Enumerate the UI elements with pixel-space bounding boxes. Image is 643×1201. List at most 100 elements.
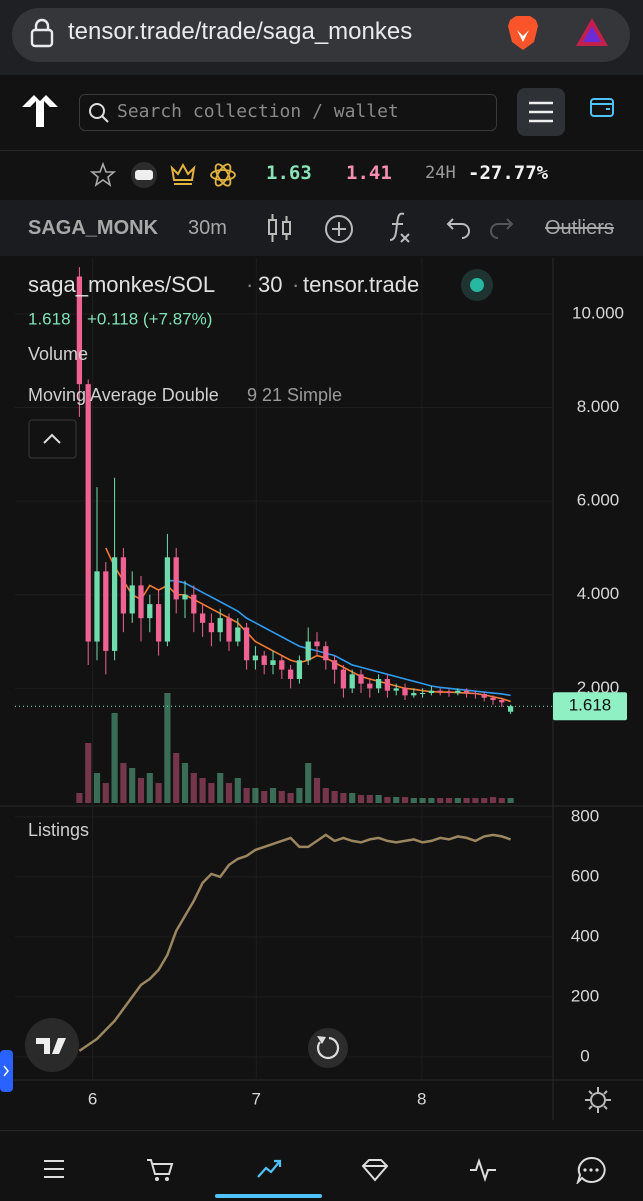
stats-bar: 1.63 1.41 24H -27.77%: [0, 151, 643, 196]
volume-bar: [481, 798, 488, 803]
volume-bar: [463, 798, 470, 803]
volume-bar: [164, 693, 171, 803]
volume-bar: [305, 763, 312, 803]
volume-bar: [85, 743, 92, 803]
volume-bar: [199, 778, 206, 803]
gear-teeth: [585, 1087, 611, 1113]
candle-body: [411, 693, 417, 696]
volume-bar: [181, 763, 189, 803]
nav-activity[interactable]: [469, 1157, 497, 1183]
volume-bar: [287, 793, 294, 803]
volume-bar: [278, 791, 285, 803]
volume-bar: [498, 798, 505, 803]
candles-icon[interactable]: [266, 212, 294, 244]
rewards-icon[interactable]: [574, 16, 610, 48]
symbol-button[interactable]: SAGA_MONK: [28, 217, 158, 239]
candle-body: [358, 674, 364, 684]
y-tick-label: 600: [571, 866, 599, 885]
interval-button[interactable]: 30m: [188, 217, 227, 239]
volume-bar: [437, 798, 444, 803]
candle-body: [340, 669, 347, 689]
x-tick-label: 7: [252, 1089, 261, 1108]
redo-icon[interactable]: [490, 216, 518, 240]
legend-last: 1.618: [28, 309, 71, 328]
volume-bar: [313, 778, 321, 803]
y-tick-label: 4.000: [577, 584, 620, 603]
listings-line: [78, 833, 512, 1052]
legend-dot: ·: [246, 272, 253, 297]
atom-icon: [210, 163, 236, 187]
nav-cart[interactable]: [146, 1157, 174, 1183]
legend-source: tensor.trade: [303, 272, 419, 297]
status-dot: [470, 278, 484, 292]
y-tick-label: 400: [571, 926, 599, 945]
candle-body: [463, 690, 470, 694]
moving-average-line: [167, 579, 511, 697]
indicators-icon[interactable]: [323, 213, 355, 245]
legend-dot: ·: [292, 272, 299, 297]
candle-body: [155, 604, 162, 642]
change-value: -27.77%: [468, 162, 549, 184]
candle-body: [419, 693, 426, 695]
candle-body: [138, 585, 144, 619]
candle-body: [384, 678, 391, 691]
candle-body: [305, 641, 311, 661]
volume-bar: [366, 795, 373, 803]
search-icon: [89, 103, 109, 123]
candle-body: [226, 618, 232, 642]
candle-body: [296, 660, 303, 679]
undo-icon[interactable]: [444, 216, 472, 240]
candle-body: [85, 384, 91, 642]
candle-body: [76, 276, 83, 385]
search-box[interactable]: [79, 94, 497, 131]
brave-icon[interactable]: [506, 14, 540, 52]
nav-diamond[interactable]: [361, 1158, 389, 1182]
reset-icon: [316, 1036, 340, 1059]
chart-toolbar: SAGA_MONK 30m Outliers: [0, 200, 643, 256]
tv-logo[interactable]: [25, 1018, 79, 1072]
candle-body: [261, 655, 267, 665]
legend-indicator: Moving Average Double: [28, 385, 219, 405]
favorite-star[interactable]: [90, 162, 116, 188]
url-text[interactable]: tensor.trade/trade/saga_monkes: [68, 18, 413, 45]
formula-icon[interactable]: [386, 210, 414, 246]
nav-list[interactable]: [43, 1159, 65, 1179]
volume-bar: [349, 793, 356, 803]
volume-bar: [445, 798, 453, 803]
outliers-toggle[interactable]: Outliers: [545, 217, 614, 239]
chart-bg: [0, 258, 643, 1130]
candle-body: [120, 557, 127, 614]
volume-bar: [419, 798, 426, 803]
candle-body: [270, 660, 276, 665]
nav-chat[interactable]: [576, 1156, 606, 1184]
volume-bar: [208, 783, 215, 803]
browser-bar: tensor.trade/trade/saga_monkes: [0, 0, 643, 75]
volume-bar: [243, 788, 250, 803]
candle-body: [287, 669, 294, 679]
side-tab[interactable]: [0, 1050, 13, 1092]
reset-arrow: [317, 1036, 326, 1044]
volume-bar: [129, 768, 136, 803]
nav-bar: Search collection / wallet: [0, 75, 643, 151]
candle-body: [455, 690, 461, 694]
collapse-button[interactable]: [28, 419, 77, 459]
settings-gear[interactable]: [585, 1087, 611, 1113]
volume-bar: [331, 791, 338, 803]
volume-bar: [234, 778, 241, 803]
candle-body: [252, 655, 259, 661]
tensor-logo[interactable]: [20, 93, 60, 129]
candle-body: [191, 594, 197, 614]
listings-title: Listings: [28, 820, 89, 840]
search-placeholder: Search collection / wallet: [117, 101, 399, 122]
reset-button[interactable]: [308, 1028, 348, 1068]
volume-bar: [507, 798, 514, 803]
wallet-icon[interactable]: [589, 95, 615, 119]
volume-bar: [410, 798, 417, 803]
candle-body: [147, 604, 153, 619]
volume-bar: [217, 773, 224, 803]
candle-body: [235, 627, 241, 642]
candle-body: [314, 641, 320, 647]
nav-trade[interactable]: [256, 1157, 282, 1179]
candle-body: [173, 557, 179, 600]
